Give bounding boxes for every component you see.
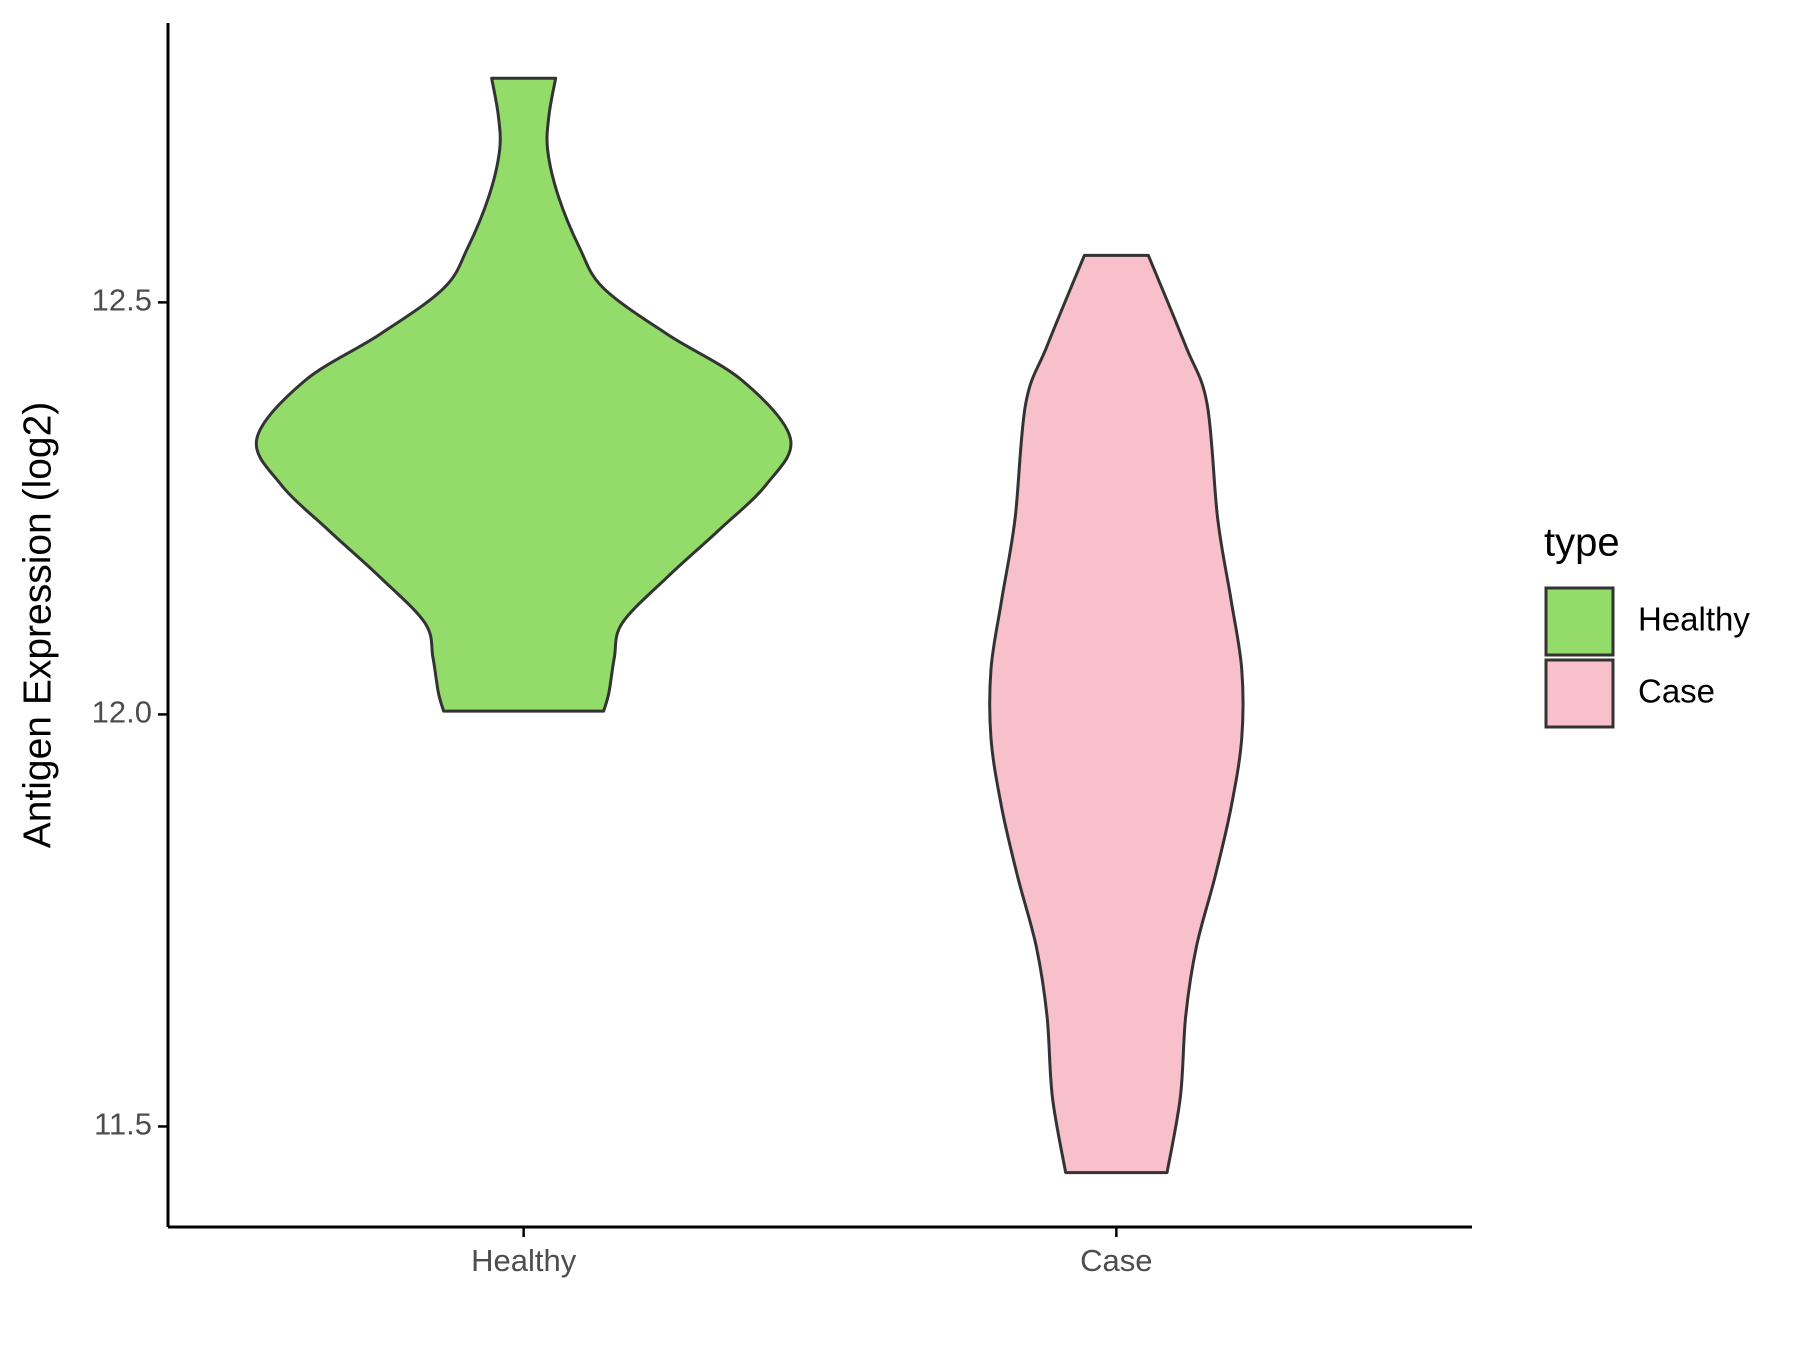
y-tick-label: 11.5 [94, 1107, 152, 1142]
violin [988, 253, 1245, 1175]
legend-key [1544, 586, 1615, 657]
violin [254, 76, 793, 713]
legend-label: Healthy [1638, 601, 1750, 638]
x-tick-label: Case [1080, 1243, 1152, 1278]
legend-key [1544, 658, 1615, 729]
x-tick-label: Healthy [471, 1243, 577, 1278]
y-axis-label: Antigen Expression (log2) [16, 402, 59, 849]
legend-title: type [1544, 521, 1620, 565]
y-tick-label: 12.5 [92, 283, 152, 318]
legend-label: Case [1638, 673, 1715, 710]
y-tick-label: 12.0 [92, 695, 152, 730]
